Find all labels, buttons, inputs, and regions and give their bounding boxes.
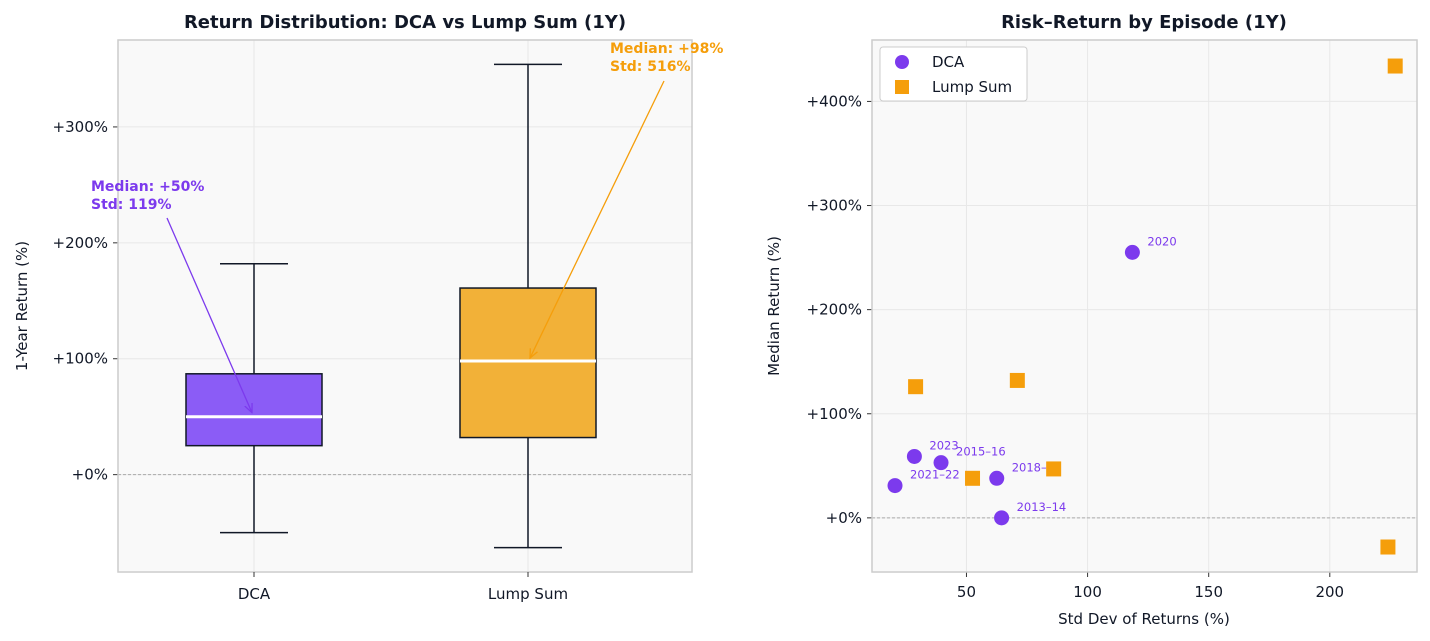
dca-point [1124, 244, 1140, 260]
annotation-arrow-lump [530, 80, 665, 358]
dca-point [933, 455, 949, 471]
box-lump-sum [459, 287, 597, 439]
plot-frame [117, 39, 693, 573]
point-label: 2015–16 [956, 445, 1006, 459]
box-dca [185, 373, 323, 447]
y-tick-label: +200% [53, 234, 108, 252]
lump-sum-point [908, 379, 924, 395]
dca-point [989, 470, 1005, 486]
y-tick-label: +300% [807, 197, 862, 215]
point-label: 2023 [929, 438, 958, 452]
annotation-dca-median: Median: +50% [91, 179, 204, 195]
scatter-plot: 50 100 150 200 +0% +100% +200% +300% +400% 2020 20… [807, 39, 1418, 601]
x-tick-label: 100 [1073, 583, 1102, 601]
y-tick-label: +400% [807, 92, 862, 110]
lump-sum-point [1387, 58, 1403, 74]
y-tick-label: +300% [53, 118, 108, 136]
x-tick-label: 50 [957, 583, 976, 601]
annotation-dca-std: Std: 119% [91, 197, 172, 213]
y-tick-label: +200% [807, 301, 862, 319]
dca-point [994, 510, 1010, 526]
legend-lump-label: Lump Sum [932, 78, 1012, 96]
legend-lump-marker [895, 80, 909, 94]
x-tick-label: 150 [1194, 583, 1223, 601]
legend [879, 46, 1028, 102]
left-y-axis-label: 1-Year Return (%) [13, 241, 31, 371]
legend-dca-marker [895, 55, 909, 69]
dca-point [906, 448, 922, 464]
right-y-axis-label: Median Return (%) [765, 236, 783, 376]
point-label: 2013–14 [1017, 500, 1067, 514]
point-label: 2021–22 [910, 468, 960, 482]
right-x-axis-label: Std Dev of Returns (%) [1058, 610, 1230, 628]
lump-sum-point [1009, 372, 1025, 388]
left-chart-title: Return Distribution: DCA vs Lump Sum (1Y… [184, 12, 626, 33]
dca-point [887, 478, 903, 494]
annotation-lump-median: Median: +98% [610, 41, 723, 57]
x-tick-label: Lump Sum [488, 585, 568, 603]
plot-background [872, 40, 1417, 572]
right-chart-title: Risk–Return by Episode (1Y) [1001, 12, 1287, 33]
lump-sum-point [965, 470, 981, 486]
y-tick-label: +0% [826, 509, 862, 527]
box-plot: +0% +100% +200% +300% DCA Lump Sum Median: +50… [53, 39, 723, 603]
y-tick-label: +0% [72, 466, 108, 484]
annotation-lump-std: Std: 516% [610, 59, 691, 75]
x-tick-label: 200 [1315, 583, 1344, 601]
x-tick-label: DCA [238, 585, 271, 603]
plot-background [118, 40, 692, 572]
y-tick-label: +100% [53, 350, 108, 368]
lump-sum-point [1046, 461, 1062, 477]
lump-sum-point [1380, 539, 1396, 555]
legend-dca-label: DCA [932, 53, 965, 71]
y-tick-label: +100% [807, 405, 862, 423]
plot-frame [871, 39, 1418, 573]
annotation-arrow-dca [166, 217, 252, 413]
point-label: 2020 [1147, 234, 1176, 248]
